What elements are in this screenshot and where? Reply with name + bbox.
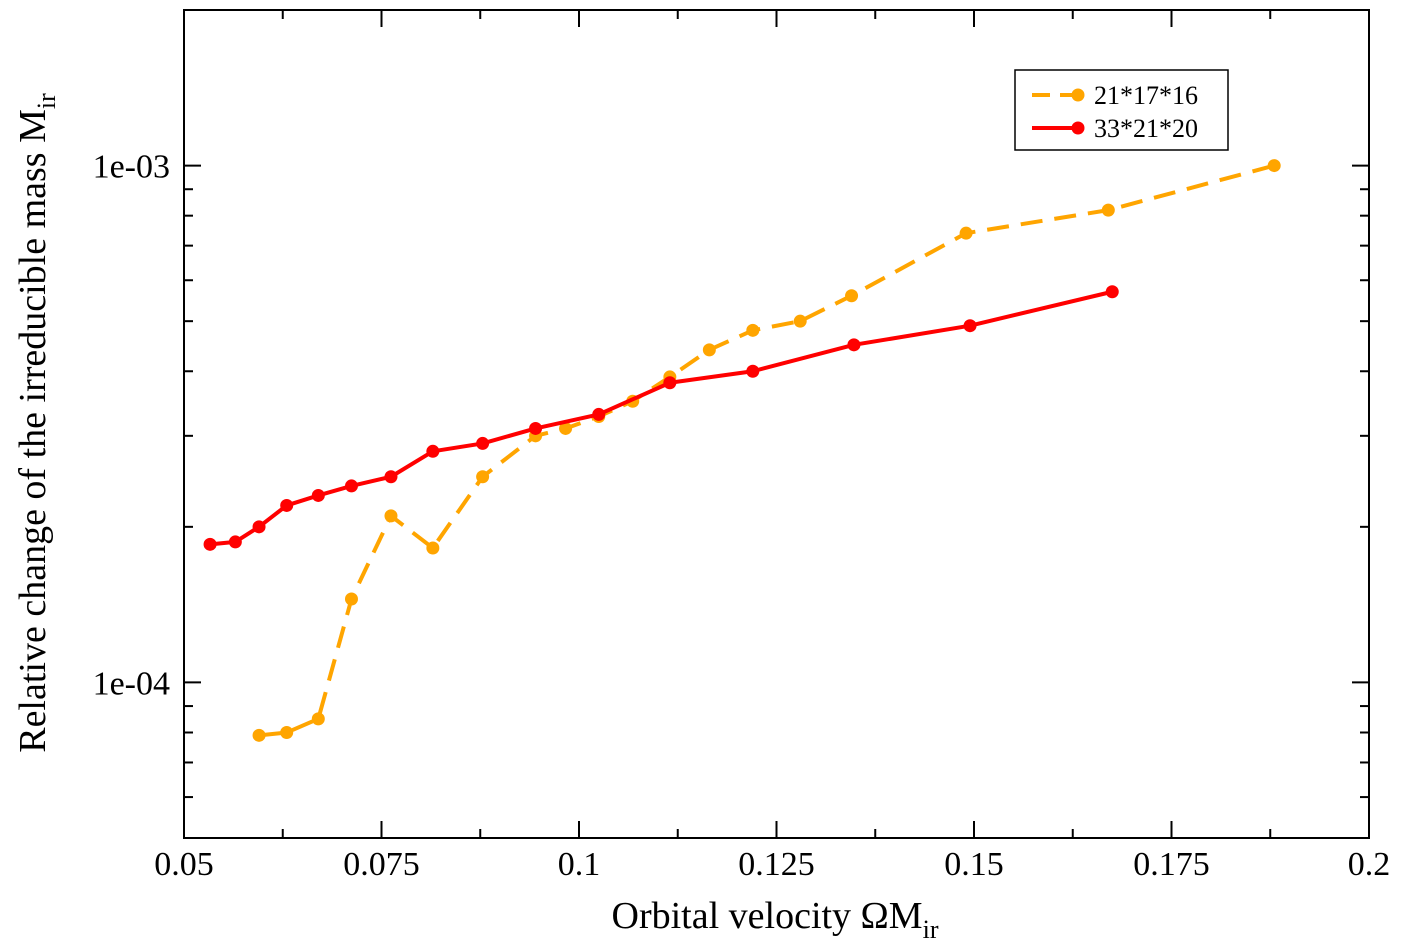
data-point bbox=[280, 726, 294, 740]
x-tick-label: 0.05 bbox=[154, 846, 214, 883]
data-point bbox=[845, 289, 859, 303]
data-point bbox=[476, 436, 490, 450]
legend-swatch-marker bbox=[1071, 121, 1085, 135]
legend-swatch-marker bbox=[1071, 88, 1085, 102]
data-point bbox=[344, 592, 358, 606]
legend-label: 21*17*16 bbox=[1094, 81, 1198, 110]
data-point bbox=[252, 520, 266, 534]
series-layer bbox=[203, 159, 1281, 742]
data-point bbox=[344, 479, 358, 493]
y-axis-title: Relative change of the irreducible mass … bbox=[12, 93, 61, 753]
series-line bbox=[258, 163, 1275, 738]
legend: 21*17*16 33*21*20 bbox=[1014, 69, 1229, 151]
x-tick-label: 0.175 bbox=[1133, 846, 1210, 883]
legend-box bbox=[1014, 69, 1229, 151]
data-point bbox=[746, 323, 760, 337]
x-axis-title: Orbital velocity ΩMir bbox=[612, 895, 939, 944]
data-point bbox=[280, 498, 294, 512]
data-point bbox=[793, 314, 807, 328]
legend-label: 33*21*20 bbox=[1094, 114, 1198, 143]
x-tick-label: 0.1 bbox=[558, 846, 601, 883]
plot-frame bbox=[183, 9, 1370, 839]
data-point bbox=[702, 343, 716, 357]
x-tick-label: 0.075 bbox=[343, 846, 420, 883]
data-point bbox=[663, 376, 677, 390]
data-point bbox=[1267, 159, 1281, 173]
data-point bbox=[746, 364, 760, 378]
data-point bbox=[847, 338, 861, 352]
data-point bbox=[963, 319, 977, 333]
x-tick-label: 0.15 bbox=[944, 846, 1004, 883]
data-point bbox=[1101, 203, 1115, 217]
data-point bbox=[384, 470, 398, 484]
data-point bbox=[203, 537, 217, 551]
data-point bbox=[426, 541, 440, 555]
legend-item: 33*21*20 bbox=[1032, 114, 1198, 143]
data-point bbox=[228, 535, 242, 549]
data-point bbox=[1105, 285, 1119, 299]
series-line bbox=[209, 289, 1113, 547]
y-tick-label: 1e-04 bbox=[93, 665, 170, 702]
x-tick-label: 0.2 bbox=[1348, 846, 1391, 883]
series-33*21*20 bbox=[203, 285, 1119, 551]
data-point bbox=[959, 226, 973, 240]
data-point bbox=[384, 509, 398, 523]
data-point bbox=[311, 488, 325, 502]
series-21*17*16 bbox=[252, 159, 1281, 742]
data-point bbox=[476, 470, 490, 484]
data-point bbox=[311, 712, 325, 726]
data-point bbox=[559, 421, 573, 435]
data-point bbox=[252, 728, 266, 742]
data-point bbox=[529, 421, 543, 435]
x-tick-label: 0.125 bbox=[738, 846, 815, 883]
minor-ticks bbox=[184, 10, 1369, 838]
data-point bbox=[426, 444, 440, 458]
data-point bbox=[592, 407, 606, 421]
tick-labels: 0.05 0.075 0.1 0.125 0.15 0.175 0.2 1e-04 1e-03 bbox=[93, 149, 1391, 883]
y-tick-label: 1e-03 bbox=[93, 149, 170, 186]
legend-item: 21*17*16 bbox=[1032, 81, 1198, 110]
